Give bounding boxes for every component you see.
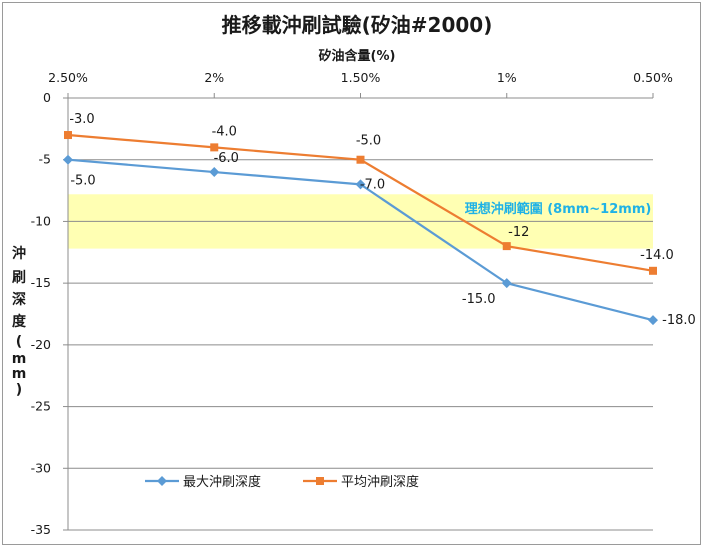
data-label: -5.0 bbox=[70, 174, 95, 189]
legend-marker bbox=[157, 476, 167, 486]
data-point-marker bbox=[63, 154, 73, 165]
x-tick-label: 1.50% bbox=[341, 70, 381, 85]
y-axis-title-char: 沖 bbox=[12, 245, 26, 262]
data-label: -15.0 bbox=[462, 292, 496, 307]
data-point-marker bbox=[648, 315, 658, 326]
legend-label: 平均沖刷深度 bbox=[341, 474, 419, 490]
data-label: -7.0 bbox=[360, 177, 385, 192]
x-axis-title: 矽油含量(%) bbox=[319, 48, 396, 64]
data-point-marker bbox=[64, 131, 72, 140]
y-axis-title-char: m bbox=[12, 366, 27, 382]
data-label: -18.0 bbox=[662, 313, 696, 328]
data-label: -12 bbox=[508, 225, 529, 240]
y-tick-label: -15 bbox=[31, 275, 51, 290]
y-tick-label: -5 bbox=[39, 152, 51, 167]
y-axis-title-char: m bbox=[12, 351, 27, 367]
data-point-marker bbox=[355, 179, 366, 190]
x-tick-label: 2.50% bbox=[48, 70, 88, 85]
data-label: -6.0 bbox=[214, 151, 239, 166]
y-tick-label: -10 bbox=[31, 213, 51, 228]
x-tick-label: 1% bbox=[497, 70, 517, 85]
data-point-marker bbox=[649, 266, 657, 275]
data-label: -5.0 bbox=[356, 134, 381, 149]
data-label: -4.0 bbox=[212, 124, 237, 139]
data-point-marker bbox=[356, 155, 365, 164]
y-axis-title-char: 度 bbox=[12, 313, 27, 330]
y-axis-title-char: ( bbox=[16, 334, 22, 350]
data-label: -3.0 bbox=[69, 112, 94, 127]
y-tick-label: 0 bbox=[43, 90, 51, 105]
y-tick-label: -30 bbox=[31, 460, 51, 475]
y-axis-title-char: 深 bbox=[12, 291, 26, 308]
data-label: -14.0 bbox=[640, 248, 674, 263]
y-axis-title-char: 刷 bbox=[12, 270, 26, 286]
x-tick-label: 2% bbox=[204, 70, 224, 85]
legend-label: 最大沖刷深度 bbox=[183, 474, 261, 490]
ideal-range-label: 理想沖刷範圍 (8mm~12mm) bbox=[465, 201, 652, 217]
x-tick-label: 0.50% bbox=[633, 70, 673, 85]
legend-marker bbox=[316, 477, 324, 485]
y-tick-label: -20 bbox=[31, 337, 51, 352]
data-point-marker bbox=[502, 242, 511, 251]
y-tick-label: -25 bbox=[31, 399, 51, 414]
y-tick-label: -35 bbox=[31, 522, 51, 537]
data-point-marker bbox=[209, 167, 220, 178]
y-axis-title-char: ) bbox=[16, 382, 22, 398]
data-point-marker bbox=[501, 278, 512, 289]
data-point-marker bbox=[210, 143, 219, 152]
chart-title: 推移載沖刷試驗(矽油#2000) bbox=[222, 13, 493, 37]
